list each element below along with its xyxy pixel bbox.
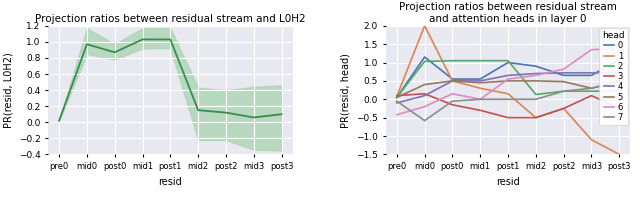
1 <box>420 25 428 27</box>
6 <box>504 78 512 80</box>
Line: 2: 2 <box>397 61 620 97</box>
6 <box>560 68 568 70</box>
2 <box>616 90 623 92</box>
0 <box>393 96 401 99</box>
4 <box>532 72 540 75</box>
0 <box>588 74 595 77</box>
1 <box>476 87 484 89</box>
0 <box>420 56 428 58</box>
0 <box>560 74 568 77</box>
4 <box>393 102 401 104</box>
3 <box>504 116 512 119</box>
7 <box>504 98 512 100</box>
Line: 1: 1 <box>397 26 620 154</box>
6 <box>532 74 540 77</box>
2 <box>393 96 401 99</box>
3 <box>476 109 484 111</box>
4 <box>616 72 623 74</box>
X-axis label: resid: resid <box>496 177 520 187</box>
5 <box>588 87 595 89</box>
5 <box>532 80 540 82</box>
Legend: 0, 1, 2, 3, 4, 5, 6, 7: 0, 1, 2, 3, 4, 5, 6, 7 <box>600 28 628 125</box>
7 <box>560 90 568 92</box>
7 <box>588 87 595 89</box>
4 <box>420 94 428 97</box>
1 <box>532 116 540 119</box>
2 <box>588 90 595 92</box>
Y-axis label: PR(resid, L0H2): PR(resid, L0H2) <box>3 52 13 128</box>
5 <box>504 80 512 82</box>
5 <box>449 80 456 82</box>
Line: 5: 5 <box>397 81 620 97</box>
6 <box>449 93 456 95</box>
Line: 4: 4 <box>397 73 620 103</box>
6 <box>616 47 623 50</box>
2 <box>532 93 540 96</box>
2 <box>476 59 484 62</box>
4 <box>476 80 484 82</box>
2 <box>560 90 568 92</box>
5 <box>420 83 428 86</box>
0 <box>532 65 540 67</box>
0 <box>449 78 456 80</box>
1 <box>560 107 568 110</box>
5 <box>393 96 401 99</box>
6 <box>476 98 484 100</box>
7 <box>476 98 484 100</box>
Title: Projection ratios between residual stream
and attention heads in layer 0: Projection ratios between residual strea… <box>399 2 617 24</box>
7 <box>420 119 428 122</box>
Line: 7: 7 <box>397 81 620 121</box>
0 <box>504 61 512 64</box>
3 <box>420 93 428 95</box>
1 <box>616 153 623 156</box>
1 <box>588 139 595 141</box>
Title: Projection ratios between residual stream and L0H2: Projection ratios between residual strea… <box>35 14 306 24</box>
3 <box>449 104 456 106</box>
6 <box>420 106 428 108</box>
2 <box>504 59 512 62</box>
3 <box>532 116 540 119</box>
6 <box>393 113 401 116</box>
1 <box>393 95 401 98</box>
Line: 6: 6 <box>397 49 620 115</box>
X-axis label: resid: resid <box>159 177 182 187</box>
5 <box>560 80 568 83</box>
0 <box>476 78 484 80</box>
1 <box>449 80 456 82</box>
0 <box>616 58 623 61</box>
7 <box>532 98 540 100</box>
Line: 0: 0 <box>397 57 620 97</box>
7 <box>393 100 401 102</box>
3 <box>588 94 595 97</box>
3 <box>616 107 623 110</box>
4 <box>560 72 568 74</box>
3 <box>393 94 401 97</box>
3 <box>560 107 568 110</box>
7 <box>616 80 623 82</box>
5 <box>616 80 623 83</box>
1 <box>504 93 512 95</box>
2 <box>420 60 428 63</box>
5 <box>476 82 484 84</box>
4 <box>449 80 456 82</box>
Line: 3: 3 <box>397 94 620 118</box>
Y-axis label: PR(resid, head): PR(resid, head) <box>340 53 351 128</box>
7 <box>449 100 456 102</box>
2 <box>449 59 456 62</box>
4 <box>588 72 595 74</box>
4 <box>504 74 512 77</box>
6 <box>588 49 595 51</box>
